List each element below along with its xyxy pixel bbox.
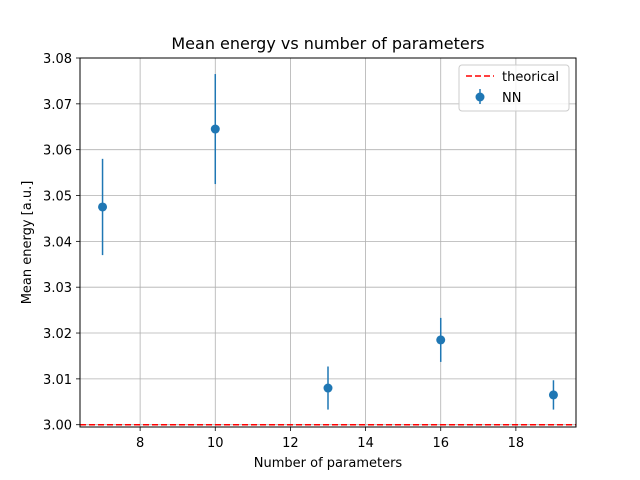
nn-point xyxy=(436,335,446,345)
ticks: 8 10 12 14 16 18 3.00 3.01 3.02 3.03 3.04 3.05 3.06 3… xyxy=(43,52,524,451)
x-tick-label: 10 xyxy=(207,436,224,451)
y-tick-label: 3.02 xyxy=(43,327,72,342)
y-tick-label: 3.01 xyxy=(43,373,72,388)
y-tick-label: 3.06 xyxy=(43,144,72,159)
x-tick-label: 16 xyxy=(432,436,449,451)
x-tick-label: 8 xyxy=(136,436,144,451)
y-tick-label: 3.03 xyxy=(43,281,72,296)
y-tick-label: 3.08 xyxy=(43,52,72,67)
plot-frame xyxy=(79,57,577,428)
plot-area xyxy=(80,74,576,426)
nn-point xyxy=(210,124,220,134)
y-tick-label: 3.04 xyxy=(43,235,72,250)
legend-nn-label: NN xyxy=(502,91,521,106)
y-tick-label: 3.00 xyxy=(43,419,72,434)
x-tick-label: 12 xyxy=(282,436,299,451)
x-axis-label: Number of parameters xyxy=(254,456,403,471)
nn-point xyxy=(548,390,558,400)
nn-point xyxy=(323,383,333,393)
y-tick-label: 3.05 xyxy=(43,190,72,205)
legend-nn-marker xyxy=(475,92,485,102)
legend: theorical NN xyxy=(458,64,570,112)
x-tick-label: 14 xyxy=(357,436,374,451)
legend-theorical-label: theorical xyxy=(502,70,559,85)
chart-title: Mean energy vs number of parameters xyxy=(171,34,484,53)
y-axis-label: Mean energy [a.u.] xyxy=(20,181,35,305)
y-tick-label: 3.07 xyxy=(43,98,72,113)
nn-point xyxy=(98,202,108,212)
x-tick-label: 18 xyxy=(508,436,525,451)
